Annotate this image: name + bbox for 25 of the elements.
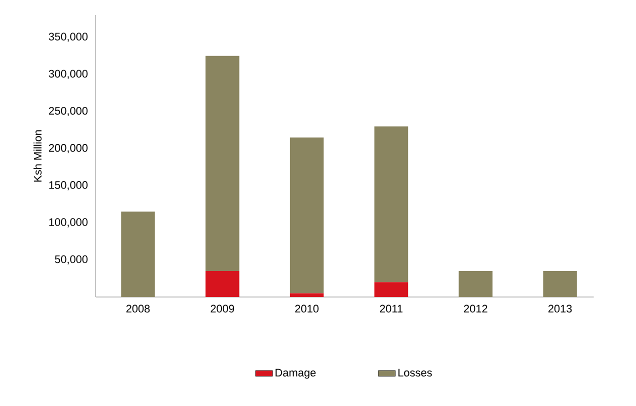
x-tick-label: 2008 bbox=[126, 304, 150, 313]
bar bbox=[206, 271, 240, 297]
x-tick-label: 2013 bbox=[548, 304, 572, 313]
bar bbox=[290, 137, 324, 294]
bar bbox=[374, 126, 408, 282]
bar bbox=[290, 293, 324, 297]
y-axis-title: Ksh Million bbox=[34, 130, 42, 182]
x-tick-label: 2011 bbox=[380, 304, 402, 313]
y-tick-label: 300,000 bbox=[48, 70, 88, 79]
y-tick-label: 250,000 bbox=[48, 106, 88, 116]
bar bbox=[543, 271, 577, 297]
y-tick-label: 50,000 bbox=[54, 255, 88, 264]
bar bbox=[206, 56, 240, 272]
y-tick-label: 150,000 bbox=[49, 181, 88, 190]
bar bbox=[121, 212, 155, 297]
y-tick-label: 350,000 bbox=[48, 32, 88, 42]
x-tick-label: 2010 bbox=[295, 304, 319, 313]
y-tick-label: 100,000 bbox=[49, 218, 88, 228]
legend-label: Losses bbox=[398, 368, 432, 377]
y-tick-label: 200,000 bbox=[48, 144, 88, 154]
legend-label: Damage bbox=[276, 368, 316, 379]
x-tick-label: 2012 bbox=[464, 304, 488, 313]
bar bbox=[458, 271, 493, 297]
x-tick-label: 2009 bbox=[210, 304, 234, 313]
bar bbox=[374, 282, 408, 297]
